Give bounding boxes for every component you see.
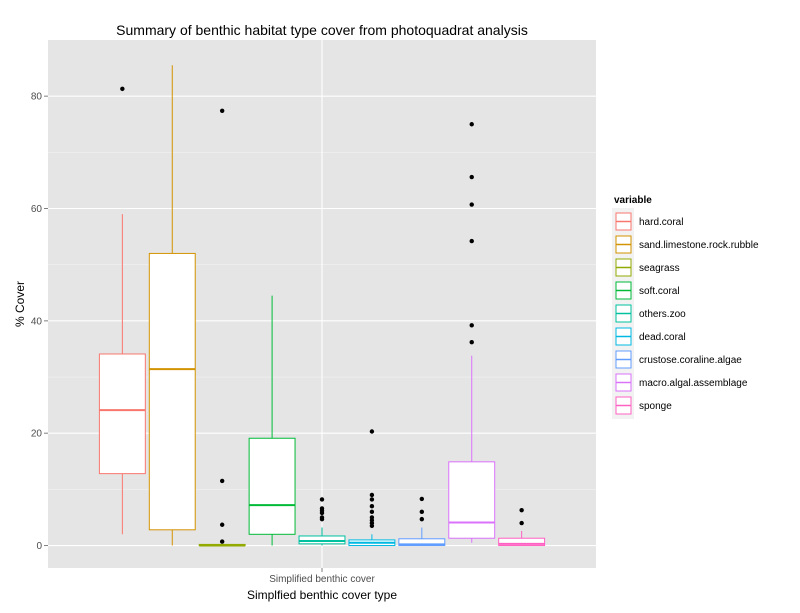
outlier-point [469, 174, 474, 180]
outlier-point [219, 522, 225, 527]
y-axis-title: % Cover [13, 281, 27, 327]
outlier-point [120, 86, 125, 92]
box-iqr [448, 461, 496, 539]
legend-item-soft-coral: soft.coral [615, 281, 680, 300]
legend-item-sand-limestone-rock-rubble: sand.limestone.rock.rubble [615, 235, 759, 254]
outlier-point [319, 515, 325, 520]
box-iqr [98, 353, 146, 475]
legend-label: soft.coral [639, 286, 680, 297]
outlier-point [219, 108, 225, 113]
legend-label: others.zoo [639, 309, 686, 320]
outlier-point [419, 516, 425, 522]
legend-label: dead.coral [639, 332, 686, 343]
outlier-point [319, 497, 325, 502]
box-sponge [498, 507, 546, 547]
outlier-point [519, 520, 524, 526]
outlier-point [369, 509, 375, 515]
outlier-point [469, 238, 474, 244]
box-soft-coral [248, 295, 296, 546]
box-iqr [248, 437, 296, 535]
legend: variable hard.coral sand.limestone.rock.r… [612, 195, 759, 419]
box-others-zoo [298, 497, 346, 546]
y-tick-label: 80 [31, 92, 43, 103]
legend-label: crustose.coraline.algae [639, 355, 742, 366]
outlier-point [369, 497, 375, 502]
legend-label: sand.limestone.rock.rubble [639, 240, 759, 251]
legend-item-crustose-coraline-algae: crustose.coraline.algae [615, 350, 742, 369]
outlier-point [319, 506, 325, 511]
outlier-point [519, 507, 524, 513]
outlier-point [219, 478, 225, 484]
outlier-point [369, 515, 375, 520]
legend-item-sponge: sponge [615, 396, 672, 415]
y-tick-label: 40 [31, 316, 43, 327]
box-crustose-coraline-algae [398, 496, 446, 547]
y-tick-label: 60 [31, 204, 43, 215]
legend-item-others-zoo: others.zoo [615, 304, 686, 323]
box-iqr [148, 252, 196, 531]
box-sand-limestone-rock-rubble [148, 65, 196, 546]
x-axis: Simplified benthic cover [269, 568, 375, 585]
box-hard-coral [98, 86, 146, 535]
outlier-point [469, 339, 474, 345]
outlier-point [419, 496, 425, 502]
outlier-point [219, 539, 225, 544]
legend-item-dead-coral: dead.coral [615, 327, 686, 346]
legend-title: variable [614, 195, 652, 206]
box-iqr [498, 537, 546, 547]
box-macro-algal-assemblage [448, 122, 496, 543]
legend-label: macro.algal.assemblage [639, 378, 748, 389]
outlier-point [469, 122, 474, 127]
box-iqr [398, 538, 446, 547]
legend-item-seagrass: seagrass [615, 258, 680, 277]
chart-title: Summary of benthic habitat type cover fr… [116, 22, 528, 38]
outlier-point [469, 202, 474, 207]
y-axis: 0 20 40 60 80 [31, 92, 48, 552]
outlier-point [469, 323, 474, 328]
x-axis-title: Simplfied benthic cover type [247, 588, 397, 602]
legend-item-macro-algal-assemblage: macro.algal.assemblage [615, 373, 748, 392]
box-iqr [298, 535, 346, 545]
outlier-point [369, 492, 375, 498]
gridlines [48, 40, 596, 568]
box-dead-coral [348, 429, 396, 547]
legend-label: seagrass [639, 263, 680, 274]
box-seagrass [198, 108, 246, 547]
outlier-point [419, 509, 425, 515]
y-tick-label: 0 [36, 541, 42, 552]
x-tick-label: Simplified benthic cover [269, 574, 375, 585]
boxes [98, 65, 546, 547]
y-tick-label: 20 [31, 429, 43, 440]
legend-label: hard.coral [639, 217, 683, 228]
outlier-point [369, 504, 375, 509]
outlier-point [369, 429, 375, 434]
legend-item-hard-coral: hard.coral [615, 212, 683, 231]
legend-label: sponge [639, 401, 672, 412]
